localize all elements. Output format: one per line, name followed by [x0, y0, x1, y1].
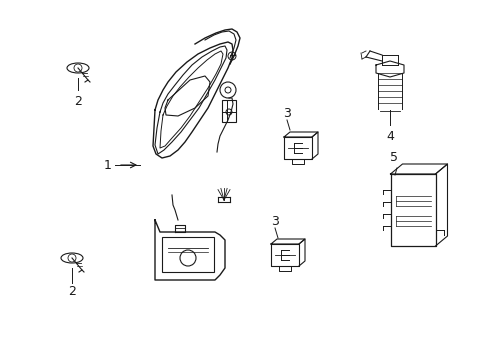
- Text: 2: 2: [74, 95, 82, 108]
- Text: 5: 5: [390, 151, 398, 164]
- Text: 1: 1: [104, 158, 112, 171]
- Text: 2: 2: [68, 285, 76, 298]
- Text: 4: 4: [386, 130, 394, 143]
- Text: 3: 3: [283, 107, 291, 120]
- Bar: [222, 100, 236, 122]
- Text: 3: 3: [271, 215, 279, 228]
- Bar: [162, 237, 214, 272]
